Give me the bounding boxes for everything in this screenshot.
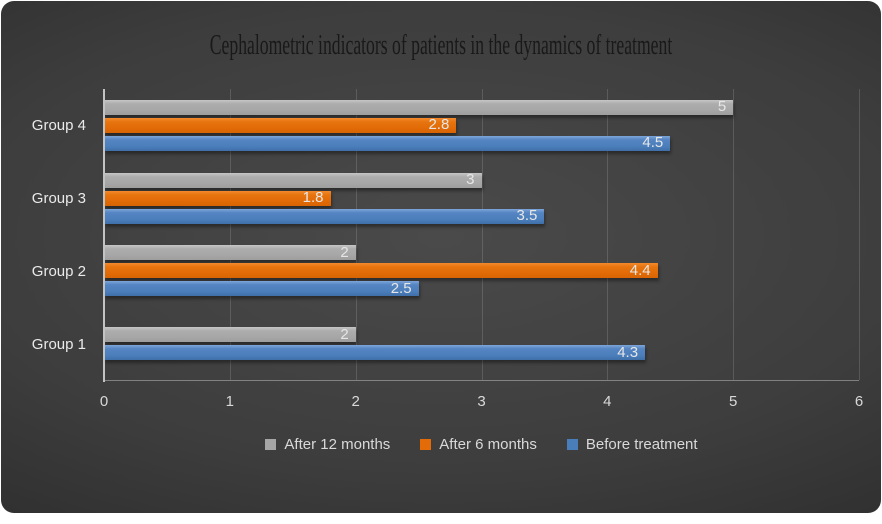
bar-data-label: 4.4 (629, 262, 651, 280)
bar: 3 (104, 171, 482, 189)
legend-swatch-icon (420, 438, 432, 450)
gridline (481, 89, 483, 380)
group-row-group-4: 5 2.8 4.5 (104, 89, 859, 162)
bar-data-label: 3 (466, 171, 475, 189)
group-row-group-1: 2 4.3 (104, 307, 859, 380)
bar-data-label: 1.8 (302, 189, 324, 207)
legend-label: After 6 months (439, 435, 537, 453)
legend: After 12 months After 6 months Before trea… (104, 434, 859, 454)
legend-item: After 6 months (420, 436, 537, 453)
x-tick-label: 1 (225, 393, 234, 410)
legend-label: Before treatment (585, 435, 698, 453)
bar: 5 (104, 98, 734, 116)
chart-card: Cephalometric indicators of patients in … (1, 1, 881, 513)
category-label: Group 3 (31, 190, 86, 207)
x-tick-label: 4 (603, 393, 612, 410)
gridline (229, 89, 231, 380)
category-axis: Group 4 Group 3 Group 2 Group 1 (1, 89, 97, 381)
x-tick-label: 6 (854, 393, 864, 410)
bar: 2 (104, 244, 356, 262)
bar-data-label: 2 (340, 244, 349, 262)
bar-rows: 5 2.8 4.5 3 1.8 3.5 2 4.4 2.5 2 4.3 (104, 89, 859, 380)
bar: 2 (104, 325, 356, 343)
bar: 3.5 (104, 207, 545, 225)
x-tick-label: 5 (728, 393, 738, 410)
legend-item: Before treatment (566, 435, 698, 453)
legend-swatch-icon (566, 438, 578, 450)
bar-data-label: 4.3 (617, 343, 639, 361)
category-label: Group 4 (31, 117, 86, 134)
bar-data-label: 3.5 (516, 207, 538, 225)
bar-data-label: 2.5 (390, 280, 412, 298)
bar: 4.4 (104, 262, 658, 280)
x-tick-label: 0 (99, 393, 109, 410)
value-axis: 0 1 2 3 4 5 6 (100, 393, 863, 413)
category-label: Group 2 (31, 263, 86, 280)
chart-title: Cephalometric indicators of patients in … (1, 29, 881, 63)
gridline (355, 89, 357, 380)
bar-data-label: 2 (340, 325, 349, 343)
bar: 2.8 (104, 116, 457, 134)
bar: 4.3 (104, 343, 646, 361)
gridline (859, 89, 860, 380)
bar: 1.8 (104, 189, 331, 207)
legend-label: After 12 months (284, 435, 391, 453)
gridline (733, 89, 735, 380)
plot-area: 5 2.8 4.5 3 1.8 3.5 2 4.4 2.5 2 4.3 (103, 89, 860, 382)
legend-swatch-icon (265, 438, 277, 450)
x-tick-label: 2 (351, 393, 360, 410)
legend-item: After 12 months (265, 436, 390, 453)
group-row-group-2: 2 4.4 2.5 (104, 235, 859, 308)
bar-data-label: 5 (717, 98, 727, 116)
x-tick-label: 3 (477, 393, 486, 410)
gridline (607, 89, 609, 380)
category-label: Group 1 (31, 336, 86, 353)
group-row-group-3: 3 1.8 3.5 (104, 162, 859, 235)
bar: 4.5 (104, 134, 671, 152)
bar: 2.5 (104, 280, 419, 298)
bar-data-label: 4.5 (642, 134, 664, 152)
bar-data-label: 2.8 (428, 116, 450, 134)
chart-title-text: Cephalometric indicators of patients in … (209, 30, 673, 61)
